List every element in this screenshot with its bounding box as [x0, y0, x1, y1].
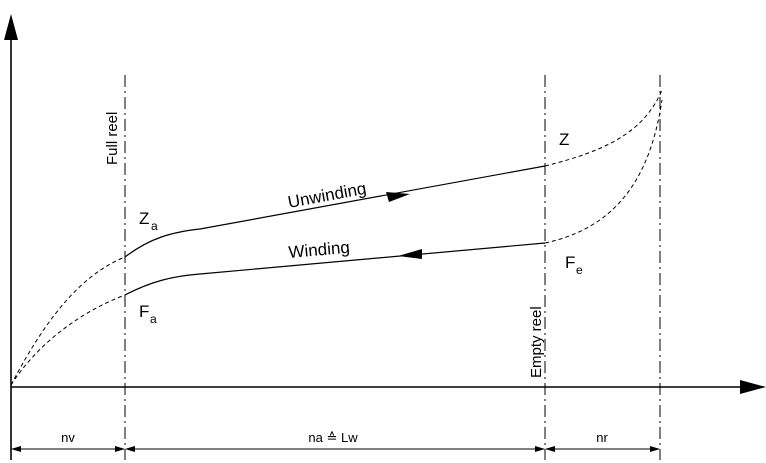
marker-lines: [124, 75, 661, 460]
point-fe-sub: e: [576, 263, 583, 277]
empty-reel-label: Empty reel: [528, 306, 545, 378]
upper-curve-left-dashed: [10, 256, 126, 386]
point-za-main: Z: [139, 209, 149, 228]
solid-curves: [124, 165, 546, 296]
dim-nv-label: nv: [61, 430, 75, 445]
point-fa-sub: a: [150, 312, 157, 326]
point-fe-main: F: [565, 253, 575, 272]
upper-curve-right-dashed: [544, 89, 663, 167]
point-za: Z a: [139, 209, 158, 233]
point-fa: F a: [139, 302, 157, 326]
x-axis-arrow-icon: [740, 380, 766, 394]
winding-label: Winding: [288, 238, 351, 262]
winding-direction-arrow-icon: [398, 249, 422, 259]
y-axis-arrow-icon: [4, 14, 18, 40]
point-fa-main: F: [139, 302, 149, 321]
point-z-main: Z: [559, 130, 569, 149]
unwinding-curve: [124, 165, 546, 258]
full-reel-label: Full reel: [104, 112, 121, 165]
dim-na-label: na ≙ Lw: [308, 430, 358, 445]
point-z: Z: [559, 130, 569, 149]
dim-nr-label: nr: [596, 430, 608, 445]
unwinding-direction-arrow-icon: [386, 192, 410, 202]
lower-curve-left-dashed: [10, 294, 126, 386]
winding-curve: [124, 242, 546, 296]
axes: [4, 14, 766, 460]
unwinding-label: Unwinding: [286, 179, 368, 212]
point-fe: F e: [565, 253, 583, 277]
dashed-curves: [10, 89, 663, 386]
point-za-sub: a: [151, 219, 158, 233]
lower-curve-right-dashed: [544, 99, 663, 244]
